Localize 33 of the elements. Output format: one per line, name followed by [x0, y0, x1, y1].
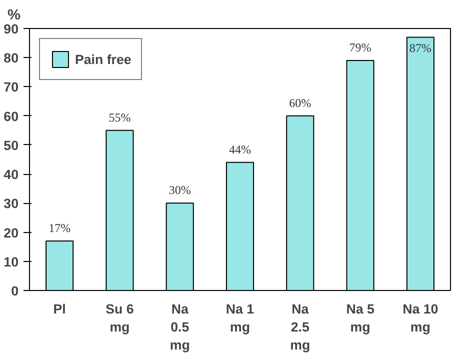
y-tick-label: 60 — [4, 108, 19, 124]
x-tick-label: Pl — [53, 302, 66, 316]
data-label: 87% — [409, 41, 432, 56]
bar — [226, 162, 254, 290]
y-tick-label: 90 — [4, 22, 19, 36]
x-tick-label: Na 2.5 mg — [290, 302, 310, 352]
x-tick-label: Na 5 mg — [346, 302, 375, 334]
x-tick-label: Na 1 mg — [226, 302, 255, 334]
data-label: 44% — [229, 142, 251, 156]
y-axis-title: % — [8, 8, 21, 24]
data-label: 17% — [48, 221, 71, 236]
y-tick-label: 50 — [4, 138, 19, 153]
y-tick-label: 20 — [4, 225, 19, 240]
y-tick-label: 30 — [4, 196, 19, 212]
bar — [286, 115, 314, 290]
bar — [406, 36, 434, 290]
x-tick-label: Su 6 mg — [106, 302, 134, 334]
y-tick-label: 70 — [4, 80, 19, 95]
legend-label: Pain free — [75, 52, 132, 66]
bar — [166, 202, 194, 290]
bar — [106, 130, 134, 290]
y-tick-label: 0 — [11, 284, 19, 298]
y-tick-label: 80 — [4, 50, 19, 66]
bar — [46, 240, 74, 290]
y-tick-label: 10 — [4, 254, 19, 270]
x-tick-label: Na 0.5 mg — [170, 302, 190, 352]
y-tick-label: 40 — [4, 167, 19, 182]
data-label: 60% — [289, 96, 312, 110]
x-tick-label: Na 10 mg — [402, 302, 438, 334]
data-label: 55% — [108, 110, 131, 124]
data-label: 30% — [168, 183, 191, 198]
bar — [346, 60, 374, 290]
data-label: 79% — [349, 40, 372, 55]
